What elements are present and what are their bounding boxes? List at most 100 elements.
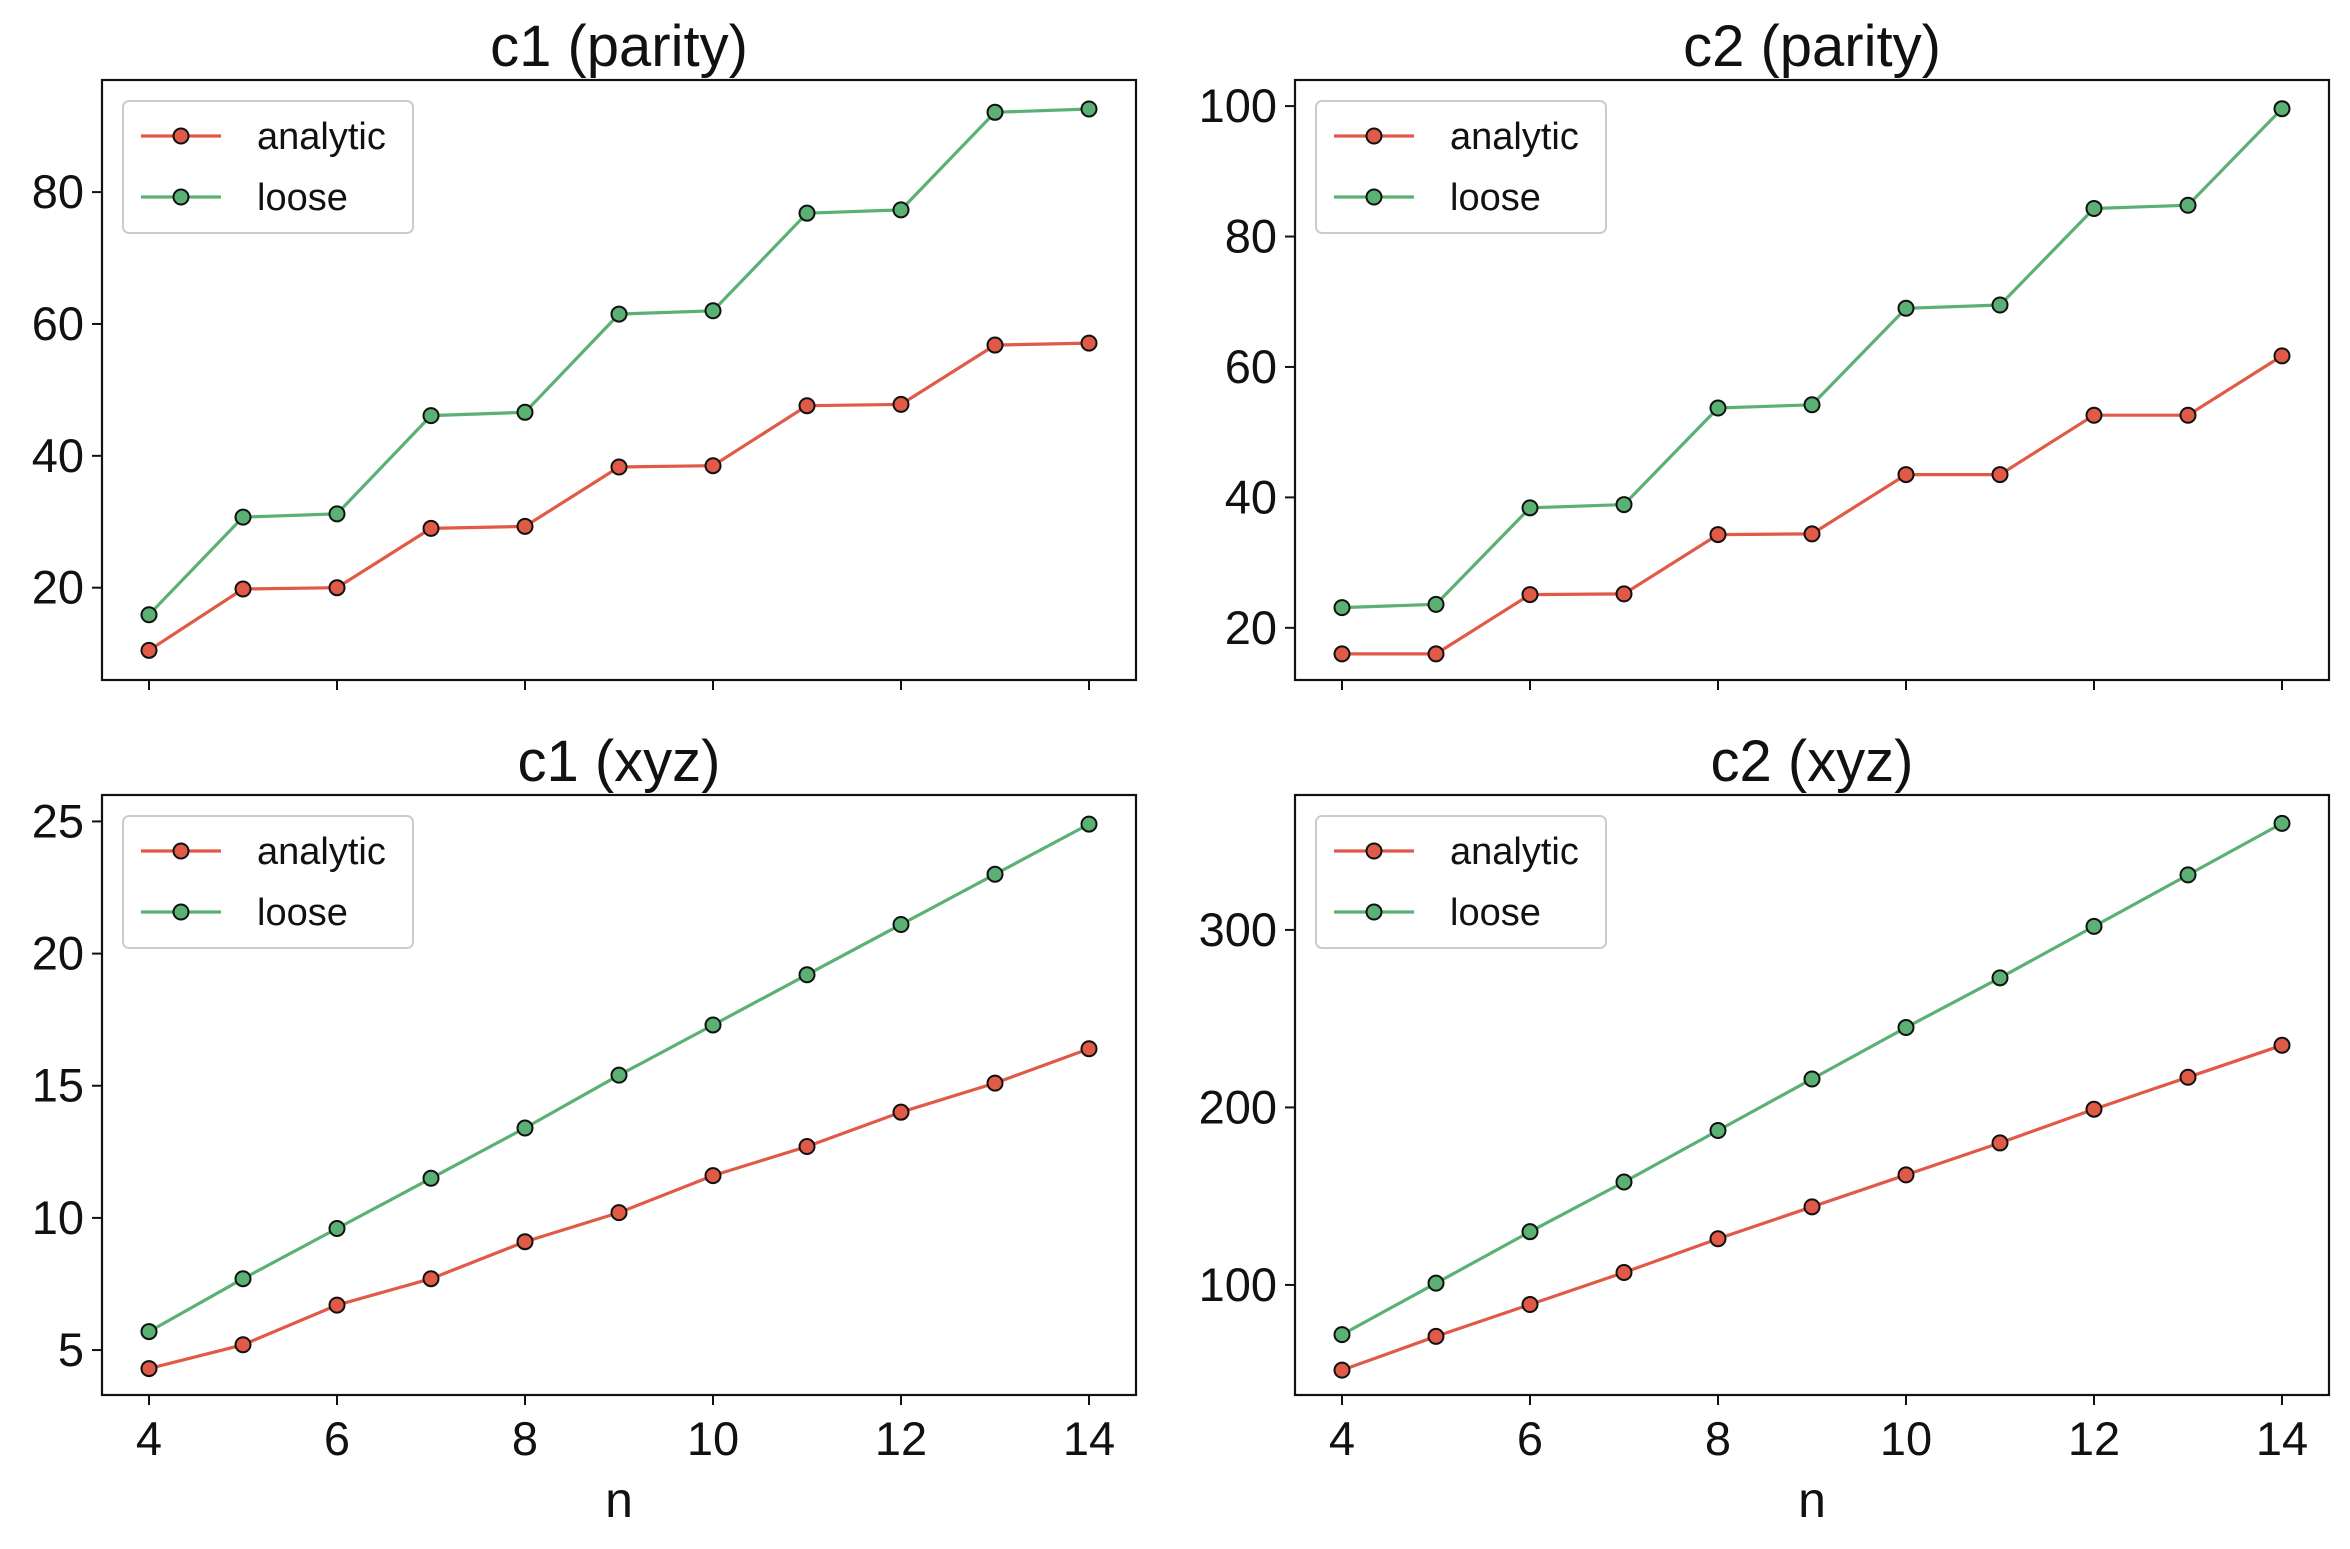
data-point-analytic bbox=[1427, 645, 1445, 663]
data-point-loose bbox=[1709, 1122, 1727, 1140]
data-point-loose bbox=[1897, 299, 1915, 317]
legend-label: analytic bbox=[257, 831, 386, 873]
x-tick-label: 12 bbox=[875, 1412, 927, 1465]
legend-box bbox=[1315, 815, 1607, 949]
y-tick-label: 15 bbox=[32, 1059, 84, 1112]
data-point-loose bbox=[2273, 814, 2291, 832]
data-point-analytic bbox=[892, 395, 910, 413]
data-point-analytic bbox=[2085, 1100, 2103, 1118]
x-tick-label: 4 bbox=[136, 1412, 162, 1465]
plot-frame bbox=[1293, 78, 2331, 682]
data-point-loose bbox=[2179, 196, 2197, 214]
data-point-analytic bbox=[1709, 526, 1727, 544]
data-point-loose bbox=[1803, 1070, 1821, 1088]
data-point-analytic bbox=[704, 1167, 722, 1185]
data-point-analytic bbox=[892, 1103, 910, 1121]
data-point-analytic bbox=[1803, 525, 1821, 543]
legend-marker-loose bbox=[1365, 903, 1383, 921]
data-point-loose bbox=[1080, 100, 1098, 118]
legend-label: analytic bbox=[1450, 116, 1579, 158]
data-point-analytic bbox=[1080, 1040, 1098, 1058]
data-point-analytic bbox=[422, 1270, 440, 1288]
x-tick-label: 8 bbox=[512, 1412, 538, 1465]
x-tick-label: 10 bbox=[1880, 1412, 1932, 1465]
data-point-analytic bbox=[422, 519, 440, 537]
data-point-loose bbox=[2085, 917, 2103, 935]
data-point-loose bbox=[422, 1169, 440, 1187]
data-point-loose bbox=[798, 204, 816, 222]
x-tick-label: 12 bbox=[2068, 1412, 2120, 1465]
data-point-analytic bbox=[1080, 334, 1098, 352]
legend-marker-loose bbox=[172, 903, 190, 921]
data-point-loose bbox=[1991, 296, 2009, 314]
chart-title: c1 (parity) bbox=[490, 14, 748, 79]
legend-box bbox=[122, 100, 414, 234]
plot-frame bbox=[100, 793, 1138, 1397]
data-point-loose bbox=[2085, 199, 2103, 217]
data-point-loose bbox=[1333, 1326, 1351, 1344]
y-tick-label: 200 bbox=[1199, 1080, 1277, 1133]
data-point-loose bbox=[328, 1219, 346, 1237]
data-point-loose bbox=[1427, 1274, 1445, 1292]
x-tick-label: 8 bbox=[1705, 1412, 1731, 1465]
legend-marker-analytic bbox=[172, 842, 190, 860]
y-tick-label: 40 bbox=[32, 429, 84, 482]
data-point-loose bbox=[892, 916, 910, 934]
data-point-loose bbox=[140, 606, 158, 624]
data-point-loose bbox=[1521, 1223, 1539, 1241]
data-point-loose bbox=[2273, 100, 2291, 118]
chart-panel: c2 (xyz) 4 6 8 10 12 14 100 200 300 n analytic loose bbox=[1199, 729, 2331, 1528]
data-point-analytic bbox=[328, 1296, 346, 1314]
x-tick-label: 10 bbox=[687, 1412, 739, 1465]
data-point-analytic bbox=[610, 1204, 628, 1222]
data-point-analytic bbox=[798, 397, 816, 415]
data-point-analytic bbox=[1521, 1295, 1539, 1313]
data-point-loose bbox=[234, 1270, 252, 1288]
data-point-analytic bbox=[234, 580, 252, 598]
data-point-loose bbox=[1615, 496, 1633, 514]
y-tick-label: 20 bbox=[1225, 601, 1277, 654]
legend-marker-loose bbox=[172, 188, 190, 206]
data-point-analytic bbox=[2273, 347, 2291, 365]
x-tick-label: 14 bbox=[1063, 1412, 1115, 1465]
data-point-analytic bbox=[1991, 466, 2009, 484]
data-point-analytic bbox=[1803, 1198, 1821, 1216]
plot-frame bbox=[100, 78, 1138, 682]
legend-marker-loose bbox=[1365, 188, 1383, 206]
data-point-analytic bbox=[1427, 1327, 1445, 1345]
y-tick-label: 20 bbox=[32, 927, 84, 980]
legend-label: loose bbox=[257, 892, 348, 934]
data-point-analytic bbox=[2179, 406, 2197, 424]
y-tick-label: 80 bbox=[1225, 210, 1277, 263]
chart-title: c2 (xyz) bbox=[1711, 729, 1914, 794]
chart-title: c2 (parity) bbox=[1683, 14, 1941, 79]
y-tick-label: 60 bbox=[1225, 340, 1277, 393]
chart-panel: c2 (parity) 20 40 60 80 100 analytic loose bbox=[1199, 14, 2331, 690]
data-point-loose bbox=[2179, 866, 2197, 884]
legend-marker-analytic bbox=[172, 127, 190, 145]
data-point-loose bbox=[986, 865, 1004, 883]
y-tick-label: 25 bbox=[32, 794, 84, 847]
y-tick-label: 100 bbox=[1199, 1258, 1277, 1311]
x-tick-label: 6 bbox=[1517, 1412, 1543, 1465]
data-point-analytic bbox=[516, 1233, 534, 1251]
data-point-analytic bbox=[610, 458, 628, 476]
data-point-loose bbox=[422, 407, 440, 425]
data-point-loose bbox=[610, 1066, 628, 1084]
data-point-loose bbox=[1803, 396, 1821, 414]
series-line-analytic bbox=[148, 341, 1090, 652]
y-tick-label: 80 bbox=[32, 165, 84, 218]
data-point-analytic bbox=[704, 457, 722, 475]
data-point-loose bbox=[610, 305, 628, 323]
data-point-loose bbox=[1521, 499, 1539, 517]
y-tick-label: 40 bbox=[1225, 470, 1277, 523]
data-point-analytic bbox=[1615, 585, 1633, 603]
y-tick-label: 5 bbox=[58, 1323, 84, 1376]
data-point-analytic bbox=[798, 1138, 816, 1156]
data-point-loose bbox=[516, 403, 534, 421]
data-point-analytic bbox=[234, 1336, 252, 1354]
legend-label: loose bbox=[1450, 177, 1541, 219]
legend-label: loose bbox=[1450, 892, 1541, 934]
x-tick-label: 14 bbox=[2256, 1412, 2308, 1465]
